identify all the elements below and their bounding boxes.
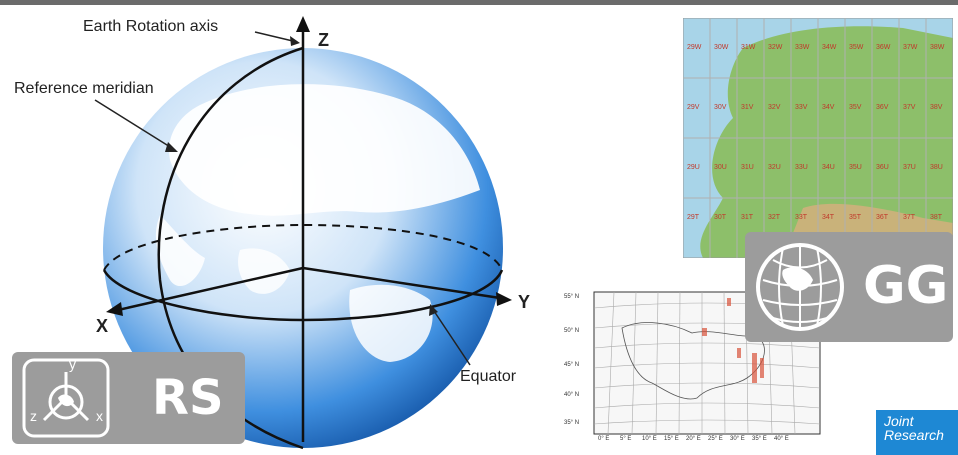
- utm-zone-label: 32U: [768, 164, 781, 171]
- utm-zone-label: 30T: [714, 214, 727, 221]
- grid-lon-label: 25° E: [708, 436, 723, 442]
- grid-lon-label: 10° E: [642, 436, 657, 442]
- utm-zone-label: 34U: [822, 164, 835, 171]
- grid-lat-label: 55° N: [564, 294, 580, 300]
- utm-zone-label: 29U: [687, 164, 700, 171]
- y-axis-arrowhead: [496, 292, 512, 306]
- utm-zone-label: 31T: [741, 214, 754, 221]
- utm-zone-label: 35T: [849, 214, 862, 221]
- continent-south: [349, 284, 433, 362]
- utm-zone-label: 35U: [849, 164, 862, 171]
- europe-land-shape: [683, 18, 953, 258]
- utm-zone-label: 33V: [795, 104, 808, 111]
- utm-zone-label: 36U: [876, 164, 889, 171]
- grid-lon-label: 15° E: [664, 436, 679, 442]
- utm-zone-label: 32V: [768, 104, 781, 111]
- utm-zone-label: 35V: [849, 104, 862, 111]
- z-axis-arrowhead: [296, 16, 310, 32]
- rs-icon-z-letter: z: [30, 408, 37, 424]
- utm-zone-label: 31U: [741, 164, 754, 171]
- jrc-logo: Joint Research: [876, 410, 958, 455]
- continent-eurasia: [169, 84, 480, 216]
- gg-badge: GG: [745, 232, 953, 342]
- grid-lon-label: 40° E: [774, 436, 789, 442]
- utm-zone-label: 36V: [876, 104, 889, 111]
- axis-label-leader: [254, 31, 298, 43]
- grid-lat-label: 40° N: [564, 392, 580, 398]
- grid-lon-label: 5° E: [620, 436, 632, 442]
- grid-lat-label: 45° N: [564, 362, 580, 368]
- meridian-label-leader: [94, 99, 176, 151]
- equator-label-leader: [431, 307, 471, 366]
- grid-lon-label: 30° E: [730, 436, 745, 442]
- utm-zone-label: 38W: [930, 44, 945, 51]
- utm-zone-label: 38T: [930, 214, 943, 221]
- top-border-bar: [0, 0, 958, 5]
- utm-zone-label: 29V: [687, 104, 700, 111]
- geographical-grid-icon: [756, 243, 844, 331]
- utm-zone-label: 32T: [768, 214, 781, 221]
- utm-zone-label: 34W: [822, 44, 837, 51]
- utm-zone-label: 31W: [741, 44, 756, 51]
- grid-lon-label: 0° E: [598, 436, 610, 442]
- utm-zone-label: 35W: [849, 44, 864, 51]
- utm-zone-label: 31V: [741, 104, 754, 111]
- reference-system-icon: [22, 358, 110, 438]
- utm-zone-label: 36W: [876, 44, 891, 51]
- utm-zone-label: 34V: [822, 104, 835, 111]
- utm-zone-label: 37W: [903, 44, 918, 51]
- utm-zone-label: 33W: [795, 44, 810, 51]
- utm-zone-label: 37V: [903, 104, 916, 111]
- utm-zone-label: 37U: [903, 164, 916, 171]
- utm-zone-label: 32W: [768, 44, 783, 51]
- rs-badge-text: RS: [152, 370, 224, 426]
- grid-lon-label: 20° E: [686, 436, 701, 442]
- z-axis-label: Z: [318, 30, 329, 50]
- axis-label: Earth Rotation axis: [83, 18, 219, 35]
- equator-back-line: [103, 223, 503, 271]
- utm-zone-label: 30U: [714, 164, 727, 171]
- meridian-label: Reference meridian: [14, 80, 154, 97]
- utm-zone-label: 38V: [930, 104, 943, 111]
- utm-zone-map: 29W 30W 31W 32W 33W 34W 35W 36W 37W 38W …: [683, 18, 953, 258]
- rs-icon-y-letter: y: [69, 356, 76, 372]
- x-axis-arrowhead: [106, 302, 123, 316]
- utm-zone-label: 30V: [714, 104, 727, 111]
- x-axis-label: X: [96, 316, 109, 336]
- utm-zone-label: 30W: [714, 44, 729, 51]
- utm-zone-label: 36T: [876, 214, 889, 221]
- earth-globe-diagram: [94, 16, 512, 450]
- grid-lat-label: 35° N: [564, 420, 580, 426]
- utm-zone-label: 33U: [795, 164, 808, 171]
- continent-west: [155, 215, 205, 287]
- equator-label: Equator: [460, 368, 517, 385]
- grid-lon-label: 35° E: [752, 436, 767, 442]
- utm-zone-label: 34T: [822, 214, 835, 221]
- continent-africa: [238, 248, 290, 294]
- y-axis-label: Y: [518, 292, 531, 312]
- utm-zone-label: 33T: [795, 214, 808, 221]
- utm-zone-label: 37T: [903, 214, 916, 221]
- rs-badge: y z x RS: [12, 352, 245, 444]
- x-axis-line: [117, 266, 304, 312]
- logo-line-1: Joint: [884, 413, 914, 429]
- grid-lat-label: 50° N: [564, 328, 580, 334]
- utm-zone-label: 38U: [930, 164, 943, 171]
- rs-icon-x-letter: x: [96, 408, 103, 424]
- utm-zone-label: 29T: [687, 214, 700, 221]
- y-axis-line: [302, 266, 501, 300]
- gg-badge-text: GG: [863, 256, 949, 316]
- logo-line-2: Research: [884, 427, 944, 443]
- utm-zone-label: 29W: [687, 44, 702, 51]
